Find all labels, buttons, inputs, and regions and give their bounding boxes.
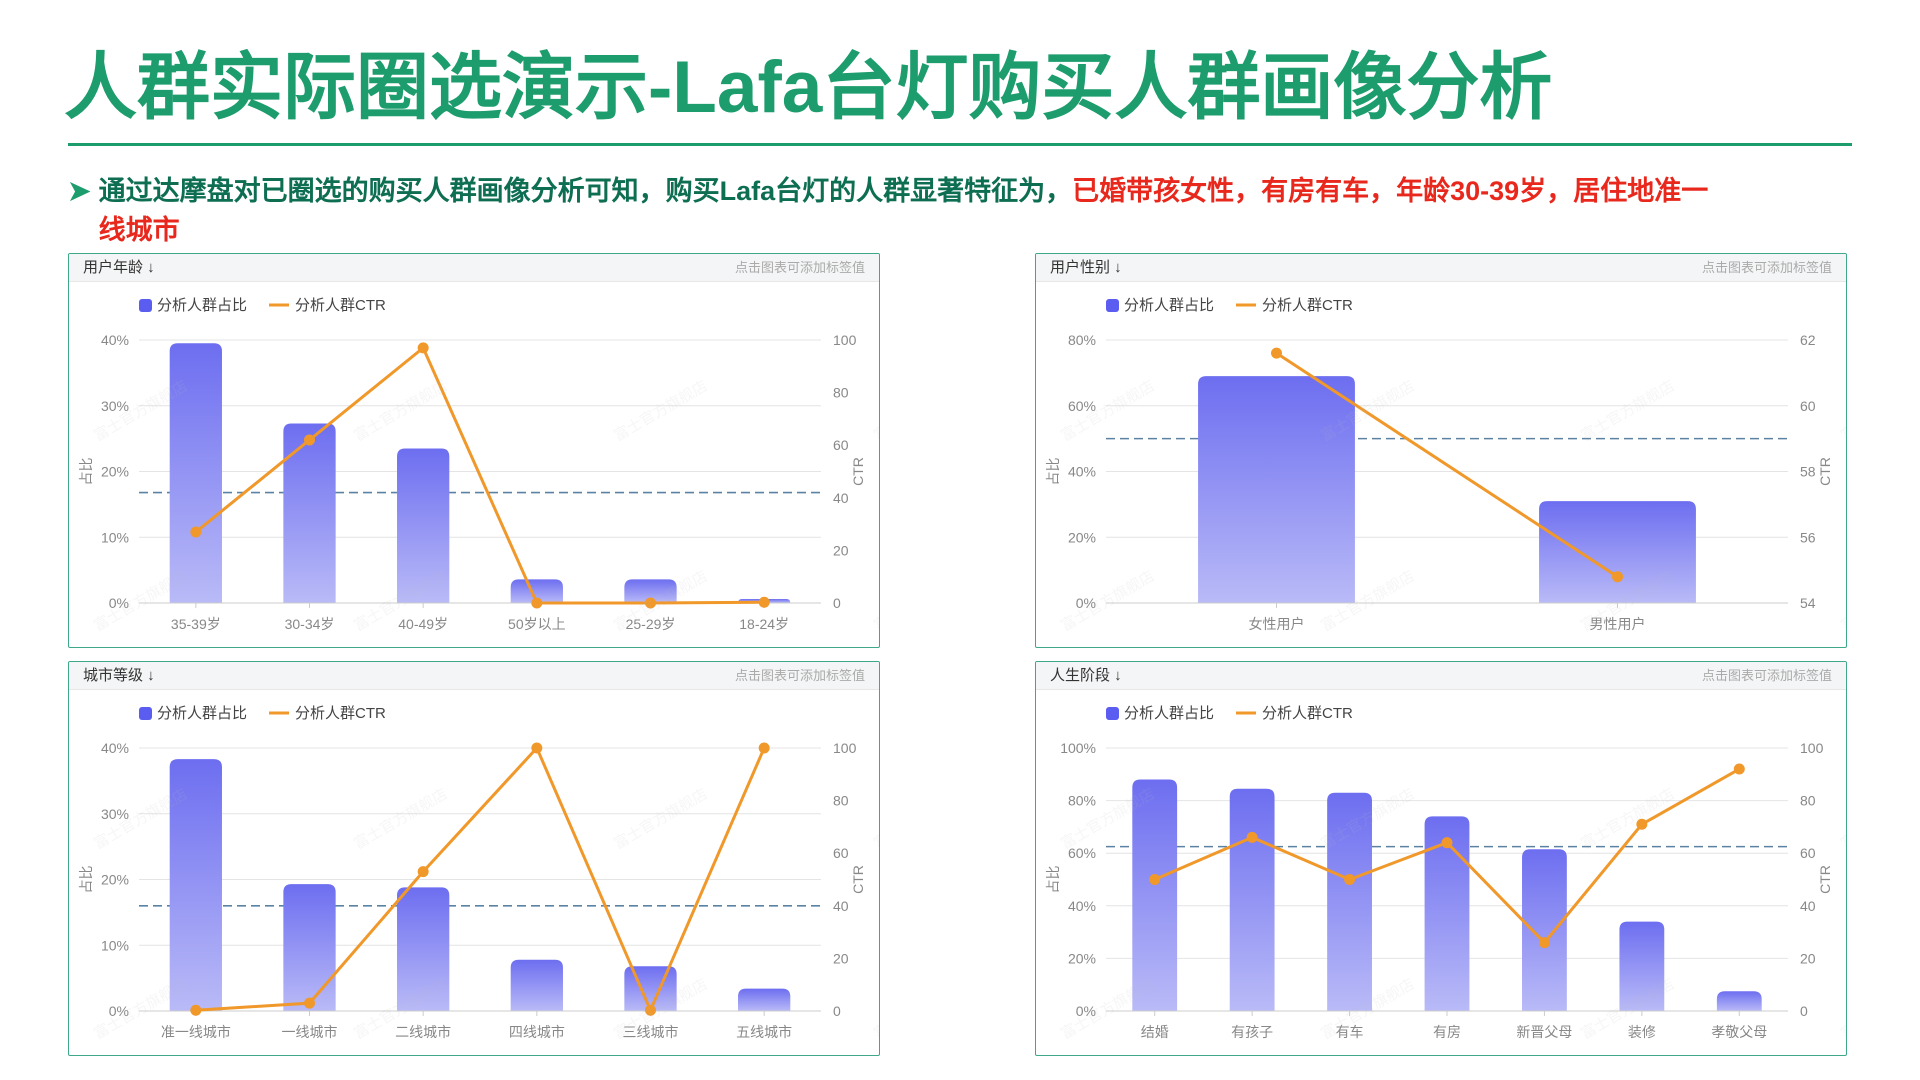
svg-text:40: 40 [1800,898,1816,914]
svg-text:40%: 40% [1068,464,1096,480]
svg-text:0%: 0% [1076,595,1096,611]
svg-text:40%: 40% [101,332,129,348]
svg-text:分析人群CTR: 分析人群CTR [1262,297,1353,314]
svg-text:100: 100 [833,332,857,348]
svg-text:60%: 60% [1068,398,1096,414]
svg-text:20%: 20% [1068,950,1096,966]
svg-text:分析人群占比: 分析人群占比 [157,705,247,722]
svg-text:60: 60 [833,845,849,861]
svg-text:分析人群CTR: 分析人群CTR [295,705,386,722]
svg-text:80: 80 [833,385,849,401]
svg-text:女性用户: 女性用户 [1249,616,1305,632]
svg-text:四线城市: 四线城市 [509,1024,565,1040]
svg-text:40: 40 [833,490,849,506]
svg-text:有车: 有车 [1336,1024,1364,1040]
svg-text:60: 60 [1800,845,1816,861]
svg-text:占比: 占比 [1045,866,1061,894]
svg-text:有孩子: 有孩子 [1231,1024,1273,1040]
svg-text:80: 80 [833,793,849,809]
svg-text:80: 80 [1800,793,1816,809]
svg-text:56: 56 [1800,529,1816,545]
svg-text:80%: 80% [1068,793,1096,809]
svg-text:CTR: CTR [1817,865,1833,894]
svg-text:40: 40 [833,898,849,914]
svg-text:占比: 占比 [78,458,94,486]
svg-text:58: 58 [1800,464,1816,480]
svg-text:0%: 0% [109,595,129,611]
svg-text:30%: 30% [101,398,129,414]
svg-text:20%: 20% [101,464,129,480]
svg-text:0: 0 [1800,1003,1808,1019]
svg-text:100: 100 [1800,740,1824,756]
svg-text:60: 60 [1800,398,1816,414]
svg-text:结婚: 结婚 [1141,1024,1169,1040]
svg-text:18-24岁: 18-24岁 [739,616,789,632]
svg-text:20: 20 [1800,950,1816,966]
svg-text:20: 20 [833,950,849,966]
svg-text:占比: 占比 [78,866,94,894]
svg-text:新晋父母: 新晋父母 [1516,1024,1572,1040]
svg-text:0: 0 [833,1003,841,1019]
svg-text:40%: 40% [101,740,129,756]
svg-text:40%: 40% [1068,898,1096,914]
svg-text:CTR: CTR [850,865,866,894]
svg-text:分析人群占比: 分析人群占比 [1124,297,1214,314]
svg-text:孝敬父母: 孝敬父母 [1711,1024,1767,1040]
svg-text:20%: 20% [1068,529,1096,545]
svg-text:30%: 30% [101,806,129,822]
svg-text:30-34岁: 30-34岁 [285,616,335,632]
svg-text:分析人群占比: 分析人群占比 [1124,705,1214,722]
svg-text:二线城市: 二线城市 [395,1024,451,1040]
svg-text:40-49岁: 40-49岁 [398,616,448,632]
svg-text:0: 0 [833,595,841,611]
svg-text:25-29岁: 25-29岁 [626,616,676,632]
svg-text:54: 54 [1800,595,1816,611]
svg-text:占比: 占比 [1045,458,1061,486]
svg-text:62: 62 [1800,332,1816,348]
svg-text:男性用户: 男性用户 [1590,616,1646,632]
svg-text:10%: 10% [101,937,129,953]
svg-text:一线城市: 一线城市 [282,1024,338,1040]
svg-text:60%: 60% [1068,845,1096,861]
svg-text:80%: 80% [1068,332,1096,348]
svg-text:CTR: CTR [850,457,866,486]
svg-text:20: 20 [833,542,849,558]
svg-text:0%: 0% [1076,1003,1096,1019]
svg-text:100: 100 [833,740,857,756]
svg-text:35-39岁: 35-39岁 [171,616,221,632]
svg-text:10%: 10% [101,529,129,545]
svg-text:有房: 有房 [1433,1024,1461,1040]
svg-text:分析人群占比: 分析人群占比 [157,297,247,314]
svg-text:分析人群CTR: 分析人群CTR [1262,705,1353,722]
svg-text:分析人群CTR: 分析人群CTR [295,297,386,314]
svg-text:100%: 100% [1060,740,1096,756]
svg-text:20%: 20% [101,872,129,888]
svg-text:50岁以上: 50岁以上 [508,616,566,632]
svg-text:五线城市: 五线城市 [736,1024,792,1040]
svg-text:准一线城市: 准一线城市 [161,1024,231,1040]
svg-text:三线城市: 三线城市 [623,1024,679,1040]
svg-text:0%: 0% [109,1003,129,1019]
svg-text:CTR: CTR [1817,457,1833,486]
svg-text:60: 60 [833,437,849,453]
svg-text:装修: 装修 [1628,1024,1656,1040]
